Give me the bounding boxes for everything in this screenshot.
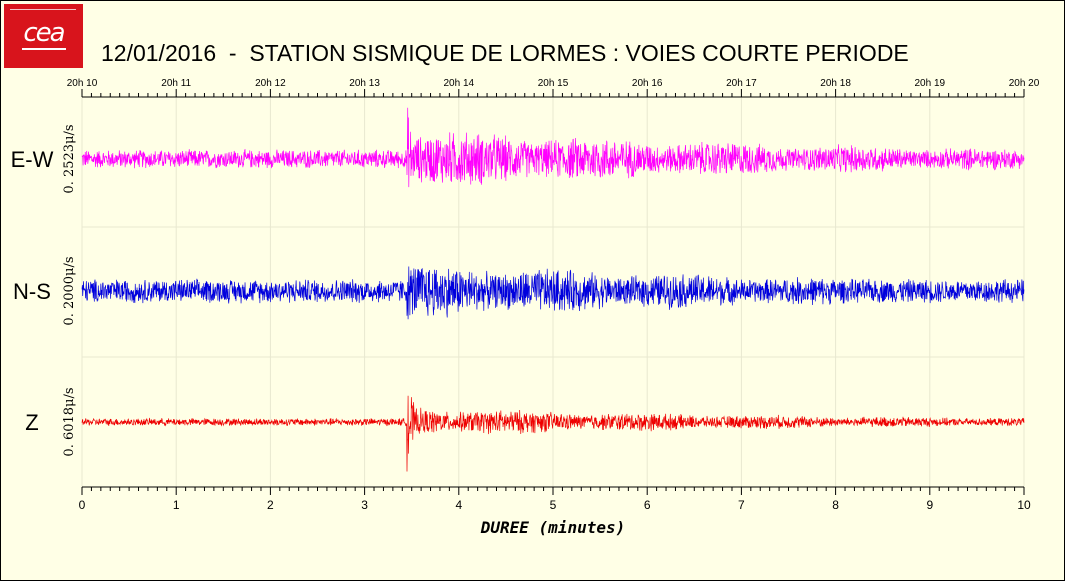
x-tick-label: 2 [267, 498, 274, 512]
top-tick-label: 20h 20 [1009, 78, 1040, 89]
chart-title: 12/01/2016 - STATION SISMIQUE DE LORMES … [101, 40, 909, 66]
top-tick-label: 20h 10 [67, 78, 98, 89]
top-tick-label: 20h 19 [915, 78, 946, 89]
x-tick-label: 9 [926, 498, 933, 512]
x-tick-label: 0 [79, 498, 86, 512]
channel-label: Z [25, 410, 38, 435]
top-tick-label: 20h 13 [349, 78, 380, 89]
logo-wordmark: cea [23, 18, 65, 48]
x-tick-label: 5 [550, 498, 557, 512]
x-tick-label: 1 [173, 498, 180, 512]
scale-label: 0. 6018μ/s [62, 387, 77, 456]
top-tick-label: 20h 14 [444, 78, 475, 89]
series-trace-z [81, 395, 1025, 472]
channel-label: E-W [11, 147, 54, 172]
top-tick-label: 20h 11 [161, 78, 191, 89]
logo-underline [22, 48, 66, 50]
x-tick-label: 10 [1017, 498, 1031, 512]
x-tick-label: 7 [738, 498, 745, 512]
series-trace-n-s [81, 266, 1025, 320]
scale-label: 0. 2000μ/s [62, 256, 77, 325]
cea-logo: cea [4, 4, 83, 68]
x-tick-label: 4 [455, 498, 462, 512]
top-tick-label: 20h 12 [255, 78, 286, 89]
top-tick-label: 20h 18 [820, 78, 851, 89]
series-trace-e-w [81, 107, 1025, 188]
x-axis-label: DUREE (minutes) [480, 518, 626, 537]
channel-label: N-S [13, 279, 51, 304]
x-tick-label: 6 [644, 498, 651, 512]
top-tick-label: 20h 17 [726, 78, 757, 89]
x-tick-label: 3 [361, 498, 368, 512]
top-tick-label: 20h 15 [538, 78, 569, 89]
scale-label: 0. 2523μ/s [62, 124, 77, 193]
top-tick-label: 20h 16 [632, 78, 663, 89]
logo-tagline-line [10, 9, 76, 14]
x-tick-label: 8 [832, 498, 839, 512]
